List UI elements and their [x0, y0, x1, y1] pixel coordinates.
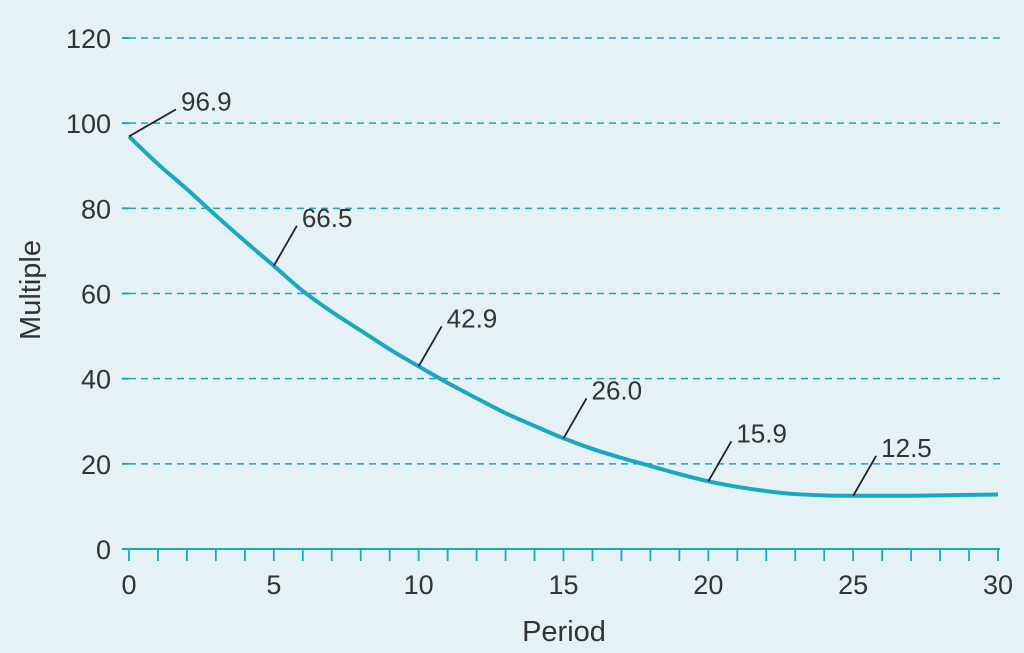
series-line-multiple [127, 134, 999, 498]
data-label: 26.0 [592, 375, 643, 405]
data-label: 12.5 [881, 433, 932, 463]
y-tick-label: 120 [66, 24, 111, 54]
annotation-leader [562, 397, 588, 439]
y-tick-label: 80 [81, 194, 111, 224]
x-tick-label: 0 [121, 570, 136, 600]
data-label: 66.5 [302, 203, 353, 233]
annotation-leader [707, 440, 733, 482]
x-tick-label: 25 [838, 570, 868, 600]
y-tick-label: 40 [81, 365, 111, 395]
y-tick-label: 60 [81, 280, 111, 310]
x-tick-label: 30 [983, 570, 1013, 600]
series-layer [127, 134, 999, 498]
annotation-leader [852, 455, 877, 497]
annotations: 96.9 66.5 42.9 26.0 15.9 12.5 [128, 86, 932, 497]
annotation-leader [273, 225, 298, 267]
x-axis-title: Period [522, 616, 606, 648]
y-tick-label: 100 [66, 109, 111, 139]
axes: 0 20 40 60 80 100 120 0 5 10 15 20 25 30 [66, 24, 1013, 600]
data-label: 42.9 [447, 303, 498, 333]
annotation-leader [128, 108, 177, 138]
annotation-leader [417, 325, 443, 367]
data-label: 96.9 [181, 86, 232, 116]
y-tick-label: 20 [81, 450, 111, 480]
y-axis-title: Multiple [15, 240, 47, 340]
data-label: 15.9 [736, 418, 787, 448]
y-tick-label: 0 [96, 535, 111, 565]
x-tick-label: 15 [548, 570, 578, 600]
x-tick-label: 5 [266, 570, 281, 600]
gridlines [129, 37, 1003, 465]
x-tick-label: 10 [404, 570, 434, 600]
x-tick-label: 20 [693, 570, 723, 600]
